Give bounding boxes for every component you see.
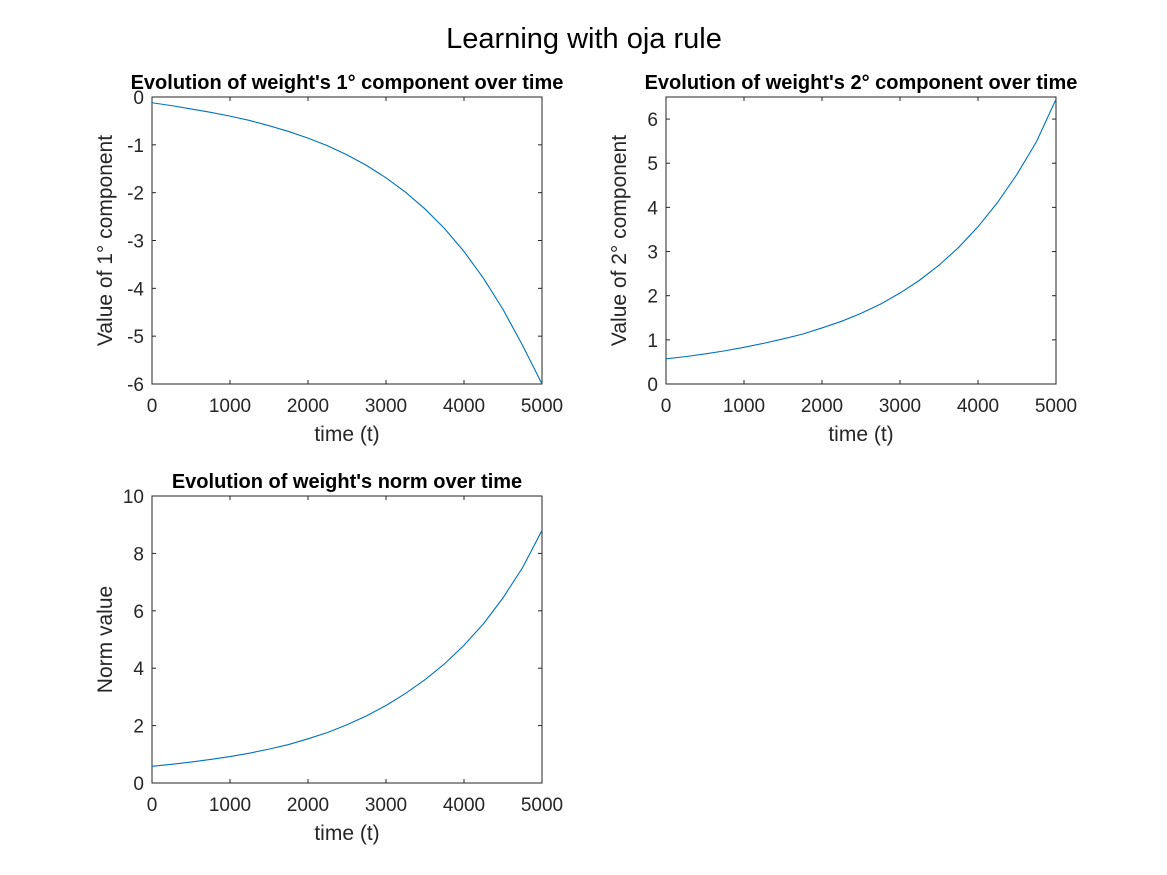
y-tick-label: 4 [647,198,658,219]
y-tick-label: 1 [647,331,658,352]
y-tick-label: -5 [127,327,144,348]
x-tick-label: 0 [661,396,672,417]
x-tick-label: 3000 [365,795,407,816]
y-tick-label: 0 [647,375,658,396]
subplot-1-axes-frame [151,96,543,385]
y-tick-label: 6 [133,602,144,623]
subplot-3-axes-frame [151,495,543,784]
y-tick-label: -2 [127,184,144,205]
subplot-2-ylabel: Value of 2° component [608,135,631,346]
y-tick-label: -3 [127,232,144,253]
x-tick-label: 3000 [879,396,921,417]
x-tick-label: 5000 [521,795,563,816]
subplot-2-axes-frame [665,96,1057,385]
subplot-3-ylabel: Norm value [94,586,117,693]
subplot-1-xlabel: time (t) [314,423,379,446]
y-tick-label: -6 [127,375,144,396]
subplot-3: 0 1000 2000 3000 4000 5000 0 2 4 6 8 10 Evolution of… [94,471,563,845]
subplot-3-title: Evolution of weight's norm over time [172,471,522,493]
y-tick-label: -1 [127,136,144,157]
x-tick-label: 1000 [209,396,251,417]
subplot-3-series-line [151,530,543,767]
x-tick-label: 2000 [801,396,843,417]
x-tick-label: 2000 [287,396,329,417]
y-tick-label: 4 [133,659,144,680]
subplot-1-ylabel: Value of 1° component [94,135,117,346]
y-tick-label: 10 [123,487,144,508]
subplot-1: 0 1000 2000 3000 4000 5000 0 -1 -2 -3 -4 -5 -6 Evolut… [94,72,563,446]
x-tick-label: 3000 [365,396,407,417]
subplot-1-title: Evolution of weight's 1° component over … [131,72,564,94]
x-tick-label: 5000 [1035,396,1077,417]
x-tick-label: 4000 [443,795,485,816]
subplot-2-series-line [665,98,1057,360]
x-tick-label: 4000 [443,396,485,417]
y-tick-label: 8 [133,544,144,565]
x-tick-label: 1000 [723,396,765,417]
subplot-3-xlabel: time (t) [314,822,379,845]
x-tick-label: 0 [147,795,158,816]
y-tick-label: 0 [133,774,144,795]
x-tick-label: 0 [147,396,158,417]
x-tick-label: 2000 [287,795,329,816]
subplot-2: 0 1000 2000 3000 4000 5000 0 1 2 3 4 5 6 Evolution of… [608,72,1077,446]
x-tick-label: 4000 [957,396,999,417]
y-tick-label: 2 [647,287,658,308]
figure-title: Learning with oja rule [446,23,722,55]
subplot-2-xlabel: time (t) [828,423,893,446]
x-tick-label: 5000 [521,396,563,417]
y-tick-label: 5 [647,154,658,175]
y-tick-label: -4 [127,279,144,300]
y-tick-label: 0 [133,88,144,109]
subplot-1-series-line [151,102,543,385]
y-tick-label: 2 [133,717,144,738]
x-tick-label: 1000 [209,795,251,816]
y-tick-label: 3 [647,243,658,264]
y-tick-label: 6 [647,110,658,131]
subplot-2-title: Evolution of weight's 2° component over … [645,72,1078,94]
